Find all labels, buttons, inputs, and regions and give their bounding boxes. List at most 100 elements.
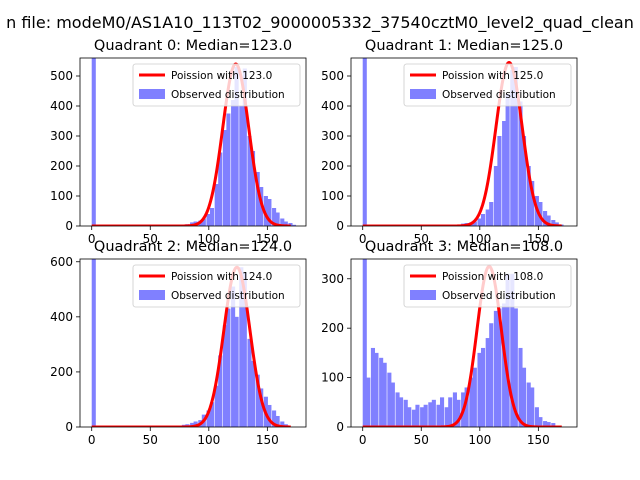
histogram-bar: [239, 106, 244, 226]
histogram-bar: [222, 130, 227, 226]
y-tick-label: 0: [336, 420, 344, 434]
histogram-bar: [222, 325, 227, 427]
histogram-bar: [250, 360, 256, 427]
histogram-bar: [283, 221, 288, 226]
histogram-bar: [247, 338, 252, 427]
histogram-bar: [263, 196, 268, 226]
histogram-bar: [521, 136, 527, 226]
histogram-bar: [493, 310, 498, 427]
histogram-bar: [428, 402, 433, 427]
histogram-bar: [530, 181, 535, 226]
histogram-bar: [505, 273, 510, 427]
histogram-bar: [247, 136, 252, 226]
histogram-bar: [423, 404, 428, 427]
legend-label-poisson: Poission with 124.0: [171, 271, 272, 283]
histogram-bar: [379, 357, 384, 427]
histogram-bar: [489, 202, 494, 226]
histogram-bar: [505, 94, 510, 226]
y-tick-label: 300: [321, 129, 344, 143]
y-tick-label: 200: [50, 159, 73, 173]
histogram-bar: [526, 382, 531, 427]
histogram-bar: [218, 152, 223, 226]
quadrant-0-legend: Poission with 123.0 Observed distribution: [132, 63, 301, 107]
histogram-bar: [456, 399, 461, 427]
histogram-bar: [485, 338, 490, 427]
histogram-bar: [280, 218, 285, 226]
y-tick-label: 400: [321, 99, 344, 113]
histogram-bar: [420, 407, 425, 427]
y-tick-label: 400: [50, 99, 73, 113]
histogram-bar: [362, 58, 367, 226]
quadrant-3-panel: Quadrant 3: Median=108.0 0 50 100 150 0 100 200…: [321, 239, 578, 447]
quadrant-1-title: Quadrant 1: Median=125.0: [365, 38, 563, 54]
histogram-bar: [255, 374, 260, 427]
y-tick-label: 100: [321, 371, 344, 385]
legend-bar-swatch: [410, 290, 436, 300]
histogram-bar: [444, 407, 449, 427]
histogram-bar: [543, 421, 548, 427]
histogram-bar: [209, 402, 215, 427]
histogram-bar: [267, 199, 272, 226]
histogram-bar: [431, 399, 436, 427]
histogram-bar: [275, 415, 280, 427]
x-tick-label: 0: [359, 232, 367, 246]
histogram-bar: [510, 70, 515, 226]
histogram-bar: [477, 218, 482, 226]
x-tick-label: 0: [88, 232, 96, 246]
histogram-bar: [448, 397, 453, 427]
histogram-bar: [493, 166, 498, 226]
histogram-bar: [518, 347, 523, 427]
histogram-bar: [387, 372, 392, 427]
quadrant-1-axes-frame: [350, 57, 578, 227]
y-tick-label: 300: [321, 272, 344, 286]
histogram-bar: [250, 151, 256, 226]
quadrant-0-title: Quadrant 0: Median=123.0: [94, 38, 292, 54]
histogram-bar: [497, 308, 502, 427]
histogram-bar: [242, 68, 247, 226]
histogram-bar: [362, 259, 367, 427]
histogram-bar: [472, 221, 477, 226]
histogram-bar: [485, 209, 490, 226]
x-tick-label: 100: [197, 232, 220, 246]
histogram-bar: [526, 166, 531, 226]
x-tick-label: 150: [527, 232, 550, 246]
histogram-bar: [255, 172, 260, 226]
histogram-bar: [534, 407, 539, 427]
legend-label-poisson: Poission with 125.0: [442, 70, 543, 82]
x-tick-label: 150: [256, 433, 279, 447]
legend-label-observed: Observed distribution: [171, 89, 285, 101]
histogram-bar: [231, 286, 236, 427]
y-tick-label: 100: [321, 189, 344, 203]
histogram-bar: [395, 392, 400, 427]
histogram-bar: [272, 410, 277, 427]
legend-bar-swatch: [139, 89, 165, 99]
histogram-bar: [551, 423, 556, 427]
histogram-bar: [239, 267, 244, 427]
legend-box: [132, 264, 301, 308]
histogram-bar: [502, 303, 507, 427]
y-tick-label: 0: [65, 420, 73, 434]
x-tick-label: 150: [256, 232, 279, 246]
x-tick-label: 150: [527, 433, 550, 447]
legend-box: [132, 63, 301, 107]
histogram-bar: [510, 273, 515, 427]
histogram-bar: [226, 113, 231, 226]
quadrant-0-axes-frame: [79, 57, 307, 227]
subplot-grid: Quadrant 0: Median=123.0 0 50 100 150 0 100 200…: [50, 38, 578, 447]
histogram-bar: [242, 272, 247, 427]
y-tick-label: 0: [336, 219, 344, 233]
quadrant-3-title: Quadrant 3: Median=108.0: [365, 239, 563, 255]
y-tick-label: 100: [50, 189, 73, 203]
y-tick-label: 200: [321, 159, 344, 173]
figure-suptitle: n file: modeM0/AS1A10_113T02_9000005332_…: [6, 13, 634, 33]
quadrant-1-panel: Quadrant 1: Median=125.0 0 50 100 150 0 100 200…: [321, 38, 578, 246]
histogram-bar: [480, 347, 486, 427]
histogram-bar: [464, 387, 469, 427]
y-tick-label: 600: [50, 255, 73, 269]
legend-label-observed: Observed distribution: [442, 89, 556, 101]
quadrant-3-legend: Poission with 108.0 Observed distribution: [403, 264, 572, 308]
y-tick-label: 500: [321, 69, 344, 83]
histogram-bar: [521, 367, 527, 427]
legend-label-observed: Observed distribution: [171, 290, 285, 302]
legend-box: [403, 63, 572, 107]
